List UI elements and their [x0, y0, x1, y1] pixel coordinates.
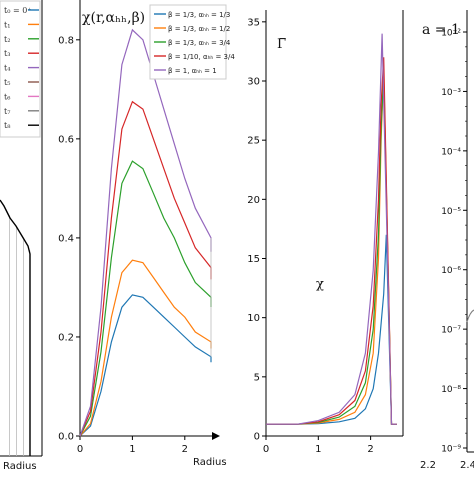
- panel-c-series-line: [266, 75, 397, 425]
- panel-a-legend-label: t₀ = 0⁺: [4, 6, 32, 15]
- panel-c-x-tick-label: 2: [367, 444, 373, 455]
- panel-d-y-tick-label: 10⁻⁶: [441, 266, 461, 276]
- panel-d-title: a = 1: [422, 22, 460, 38]
- panel-c-series-line: [266, 57, 397, 425]
- panel-a-legend-label: t₅: [4, 78, 10, 87]
- panel-a-legend-label: t₃: [4, 49, 10, 58]
- panel-b-legend-label: β = 1/3, αₕₕ = 1/2: [168, 25, 230, 33]
- panel-b-ticks: 0 1 2 0.0 0.2 0.4 0.6 0.8: [58, 35, 188, 455]
- panel-b-x-tick-label: 0: [77, 444, 83, 455]
- panel-c-annotation: χ: [316, 277, 324, 292]
- panel-b-x-tick-label: 2: [182, 444, 188, 455]
- panel-c-y-tick-label: 25: [247, 136, 260, 147]
- panel-d-y-tick-label: 10⁻⁹: [441, 445, 461, 455]
- panel-a-legend: t₀ = 0⁺ t₁ t₂ t₃ t₄ t₅ t₆ t₇ t₈: [0, 0, 41, 138]
- panel-a: Radius t₀ = 0⁺ t₁ t₂ t₃ t₄ t₅ t₆ t₇ t₈: [0, 0, 43, 472]
- panel-a-curve-t8: [0, 199, 31, 456]
- panel-b-series-line: [79, 160, 212, 437]
- panel-a-legend-label: t₈: [4, 121, 10, 130]
- panel-c-y-tick-label: 0: [254, 432, 260, 443]
- panel-b-y-tick-label: 0.6: [58, 134, 74, 145]
- panel-d-curve-fragment: [466, 309, 474, 323]
- panel-b-series-line: [79, 28, 212, 437]
- panel-b-y-tick-label: 0.8: [58, 35, 74, 46]
- panel-a-xlabel: Radius: [3, 461, 37, 472]
- panel-b-x-arrow: [212, 432, 220, 440]
- panel-b: 0 1 2 0.0 0.2 0.4 0.6 0.8 χ(r,αₕₕ,β) Radius β =…: [58, 0, 235, 468]
- panel-d-ticks: 10⁻² 10⁻³ 10⁻⁴ 10⁻⁵ 10⁻⁶ 10⁻⁷ 10⁻⁸ 10⁻⁹ 2.2 2.4: [420, 29, 474, 472]
- panel-b-xlabel: Radius: [193, 457, 227, 468]
- panel-c-title: Γ̅: [277, 37, 286, 52]
- panel-b-legend-label: β = 1/3, αₕₕ = 3/4: [168, 39, 231, 47]
- panel-b-legend-label: β = 1/3, αₕₕ = 1/3: [168, 11, 230, 19]
- panel-d-y-tick-label: 10⁻⁵: [441, 207, 461, 217]
- panel-d-x-tick-label: 2.2: [420, 460, 436, 471]
- panel-b-legend-label: β = 1/10, αₕₕ = 3/4: [168, 53, 235, 61]
- panel-d-y-tick-label: 10⁻⁸: [441, 385, 461, 395]
- panel-a-legend-label: t₇: [4, 107, 10, 116]
- panel-c-y-tick-label: 10: [247, 313, 260, 324]
- panel-a-legend-label: t₆: [4, 92, 10, 101]
- panel-b-y-tick-label: 0.4: [58, 233, 74, 244]
- panel-a-legend-label: t₄: [4, 64, 10, 73]
- panel-d-y-tick-label: 10⁻³: [441, 88, 461, 98]
- panel-c-x-tick-label: 0: [263, 444, 269, 455]
- panel-a-legend-box: [0, 0, 41, 138]
- panel-c-series-line: [266, 33, 397, 425]
- panel-c-curves: [266, 33, 397, 425]
- panel-c-series-line: [266, 69, 397, 425]
- panel-c-y-tick-label: 5: [254, 372, 260, 383]
- panel-b-series-line: [79, 100, 212, 437]
- panel-c-y-tick-label: 15: [247, 254, 260, 265]
- panel-b-x-tick-label: 1: [129, 444, 135, 455]
- panel-b-legend-label: β = 1, αₕₕ = 1: [168, 67, 217, 75]
- panel-b-y-tick-label: 0.0: [58, 432, 74, 443]
- panel-a-legend-label: t₂: [4, 35, 10, 44]
- panel-c-x-tick-label: 1: [315, 444, 321, 455]
- panel-a-curves: [0, 199, 31, 456]
- panel-d-x-tick-label: 2.4: [460, 460, 474, 471]
- panel-b-series-line: [79, 294, 212, 437]
- panel-c-y-tick-label: 30: [247, 77, 260, 88]
- panel-b-curves: [79, 28, 212, 437]
- panel-b-title: χ(r,αₕₕ,β): [82, 10, 145, 26]
- panel-d-y-tick-label: 10⁻⁴: [441, 147, 461, 157]
- panel-d-y-tick-label: 10⁻⁷: [441, 326, 461, 336]
- panel-a-legend-label: t₁: [4, 20, 10, 29]
- panel-b-legend: β = 1/3, αₕₕ = 1/3 β = 1/3, αₕₕ = 1/2 β = …: [149, 4, 235, 80]
- panel-c-y-tick-label: 35: [247, 17, 260, 28]
- panel-b-y-tick-label: 0.2: [58, 332, 74, 343]
- panel-b-series-line: [79, 259, 212, 437]
- panel-d-y-tick-label: 10⁻²: [441, 29, 461, 39]
- panel-c-y-tick-label: 20: [247, 195, 260, 206]
- panel-d: 10⁻² 10⁻³ 10⁻⁴ 10⁻⁵ 10⁻⁶ 10⁻⁷ 10⁻⁸ 10⁻⁹ 2.2 2.4 a…: [420, 10, 474, 471]
